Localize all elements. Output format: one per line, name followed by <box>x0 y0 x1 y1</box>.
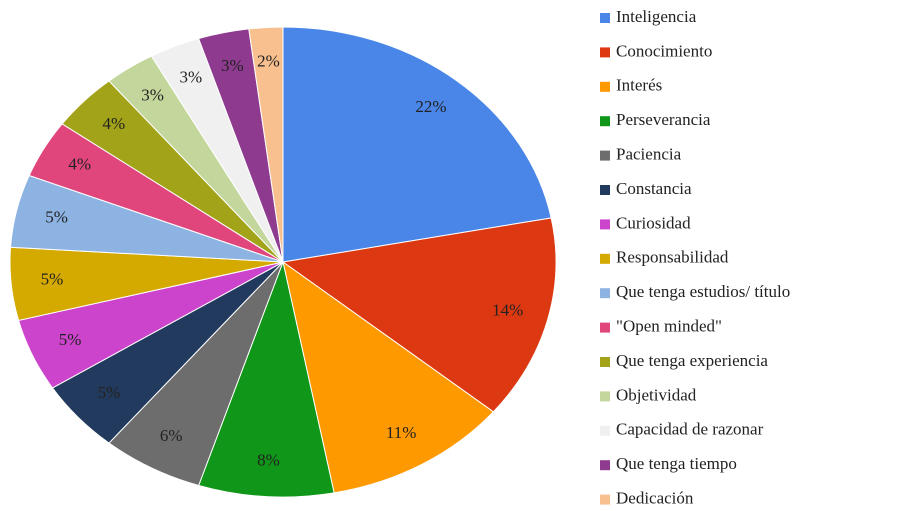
data-label: 5% <box>59 330 82 349</box>
legend-label: Paciencia <box>616 145 682 164</box>
legend-swatch <box>600 219 610 230</box>
legend-label: Que tenga estudios/ título <box>616 282 790 301</box>
legend-label: Que tenga tiempo <box>616 454 737 473</box>
legend-label: Interés <box>616 76 662 95</box>
data-label: 2% <box>257 52 280 71</box>
legend-swatch <box>600 253 610 264</box>
legend-swatch <box>600 116 610 127</box>
data-label: 3% <box>141 86 164 105</box>
pie-slice <box>282 260 495 494</box>
legend-swatch <box>600 13 610 23</box>
legend-swatch <box>600 150 610 161</box>
data-label: 8% <box>257 450 280 469</box>
data-label: 5% <box>98 383 121 402</box>
legend-swatch <box>600 391 610 402</box>
legend-label: Conocimiento <box>616 41 712 60</box>
data-label: 5% <box>41 270 64 289</box>
legend-label: Responsabilidad <box>616 248 729 267</box>
pie-slice <box>282 26 552 263</box>
legend-swatch <box>600 357 610 367</box>
data-label: 5% <box>45 207 68 226</box>
data-label: 22% <box>415 97 446 116</box>
data-label: 4% <box>68 155 91 174</box>
legend-swatch <box>600 460 610 471</box>
legend-label: Constancia <box>616 179 692 198</box>
pie-slice <box>248 26 284 263</box>
legend-swatch <box>600 288 610 299</box>
legend-swatch <box>600 425 610 436</box>
legend-label: "Open minded" <box>616 317 722 336</box>
legend-label: Inteligencia <box>616 7 697 26</box>
legend-swatch <box>600 322 610 333</box>
data-label: 14% <box>492 301 523 320</box>
data-label: 4% <box>103 114 126 133</box>
data-label: 11% <box>386 423 417 442</box>
data-label: 6% <box>160 426 183 445</box>
legend-label: Perseverancia <box>616 110 711 129</box>
legend-label: Que tenga experiencia <box>616 351 768 370</box>
data-label: 3% <box>221 56 244 75</box>
legend-label: Capacidad de razonar <box>616 420 764 439</box>
legend-swatch <box>600 47 610 58</box>
legend-swatch <box>600 81 610 92</box>
pie-slice <box>197 260 335 498</box>
legend-label: Dedicación <box>616 489 694 508</box>
legend-swatch <box>600 185 610 195</box>
legend-label: Curiosidad <box>616 213 691 232</box>
legend-swatch <box>600 494 610 505</box>
legend-label: Objetividad <box>616 385 697 404</box>
data-label: 3% <box>180 68 203 87</box>
pie-slice <box>281 217 557 413</box>
